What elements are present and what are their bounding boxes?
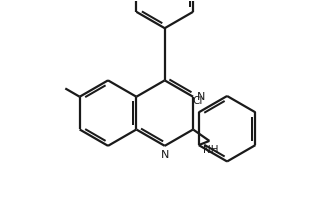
Text: N: N (161, 150, 169, 160)
Text: Cl: Cl (192, 96, 203, 106)
Text: NH: NH (203, 145, 218, 155)
Text: N: N (197, 92, 205, 102)
